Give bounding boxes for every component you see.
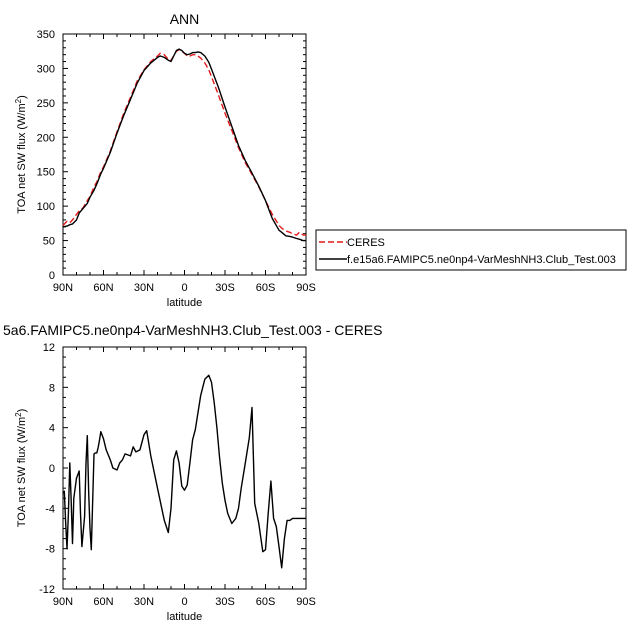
x-tick-label: 30N bbox=[134, 596, 154, 608]
x-tick-label: 90S bbox=[296, 596, 316, 608]
y-tick-label: 0 bbox=[49, 270, 55, 282]
chart-title: ANN bbox=[170, 11, 200, 27]
y-axis-label: TOA net SW flux (W/m2) bbox=[14, 409, 28, 528]
y-tick-label: 100 bbox=[37, 201, 55, 213]
y-tick-label: 200 bbox=[37, 132, 55, 144]
series-line-f-e15a6-famipc5-ne0np4-varmeshnh3-club-test-003 bbox=[62, 48, 306, 242]
y-tick-label: 350 bbox=[37, 29, 55, 41]
y-tick-label: 250 bbox=[37, 98, 55, 110]
y-tick-label: -4 bbox=[45, 503, 55, 515]
x-tick-label: 0 bbox=[181, 596, 187, 608]
y-tick-label: -12 bbox=[39, 584, 55, 596]
chart-panel-2: 5a6.FAMIPC5.ne0np4-VarMeshNH3.Club_Test.… bbox=[3, 322, 382, 623]
y-tick-label: 300 bbox=[37, 63, 55, 75]
x-tick-label: 30S bbox=[215, 282, 235, 294]
x-tick-label: 90N bbox=[53, 596, 73, 608]
y-tick-label: 150 bbox=[37, 167, 55, 179]
y-tick-label: 4 bbox=[49, 423, 55, 435]
x-tick-label: 60N bbox=[93, 282, 113, 294]
y-axis-label-text: TOA net SW flux (W/m2) bbox=[14, 95, 28, 214]
x-tick-label: 60S bbox=[256, 282, 276, 294]
x-tick-label: 0 bbox=[181, 282, 187, 294]
y-axis-label: TOA net SW flux (W/m2) bbox=[14, 95, 28, 214]
x-axis-label: latitude bbox=[167, 611, 202, 623]
x-tick-label: 90S bbox=[296, 282, 316, 294]
chart-title: 5a6.FAMIPC5.ne0np4-VarMeshNH3.Club_Test.… bbox=[3, 322, 382, 338]
x-tick-label: 90N bbox=[53, 282, 73, 294]
series-line-difference bbox=[62, 374, 306, 569]
legend: CERES f.e15a6.FAMIPC5.ne0np4-VarMeshNH3.C… bbox=[315, 229, 627, 271]
y-tick-label: 0 bbox=[49, 463, 55, 475]
x-tick-label: 60N bbox=[93, 596, 113, 608]
legend-box bbox=[315, 229, 627, 271]
y-axis-label-text: TOA net SW flux (W/m2) bbox=[14, 409, 28, 528]
x-tick-label: 60S bbox=[256, 596, 276, 608]
y-tick-label: -8 bbox=[45, 544, 55, 556]
legend-entry-label: f.e15a6.FAMIPC5.ne0np4-VarMeshNH3.Club_T… bbox=[347, 254, 616, 266]
series-line-ceres bbox=[62, 49, 306, 236]
chart-panel-1: ANN 90N 60N 30N 0 30S 60S 90S 0 50 100 150 200 250 300… bbox=[14, 11, 316, 309]
legend-entry-label: CERES bbox=[347, 237, 385, 249]
plot-frame bbox=[62, 33, 307, 276]
y-tick-label: 8 bbox=[49, 382, 55, 394]
x-tick-label: 30N bbox=[134, 282, 154, 294]
x-axis-label: latitude bbox=[167, 297, 202, 309]
x-tick-label: 30S bbox=[215, 596, 235, 608]
y-tick-label: 50 bbox=[43, 236, 55, 248]
plot-frame bbox=[62, 346, 307, 590]
y-tick-label: 12 bbox=[43, 342, 55, 354]
